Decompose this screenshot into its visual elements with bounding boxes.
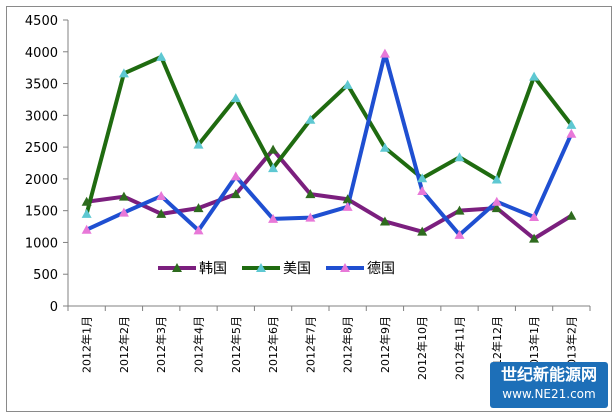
data-point-0-3 [193,203,204,213]
series-line-1 [84,54,573,215]
x-tick-label: 2012年5月 [229,316,243,373]
y-tick-label: 1500 [25,205,58,220]
y-tick-label: 1000 [25,236,58,251]
data-point-2-2 [156,191,167,201]
x-tick-label: 2012年8月 [341,316,355,373]
data-point-1-8 [379,142,390,152]
data-point-1-2 [156,51,167,61]
legend-swatch-marker [256,263,266,272]
x-tick-label: 2012年6月 [266,316,280,373]
data-point-0-4 [230,189,241,199]
series-markers [81,48,577,243]
x-tick-label: 2012年3月 [154,316,168,373]
data-point-2-4 [230,171,241,181]
y-tick-label: 3000 [25,109,58,124]
data-point-2-5 [268,213,279,223]
data-point-1-6 [305,114,316,124]
data-point-1-9 [417,173,428,183]
series-line-0 [86,147,573,241]
data-point-1-3 [193,139,204,149]
x-tick-label: 2012年7月 [303,316,317,373]
legend: 韩国 美国 德国 [158,261,395,277]
y-tick-label: 2000 [25,173,58,188]
data-point-0-2 [156,208,167,218]
data-point-1-1 [118,68,129,78]
data-point-2-7 [342,201,353,211]
data-point-0-5 [268,144,279,154]
data-point-0-11 [491,203,502,213]
y-tick-label: 3500 [25,78,58,93]
chart-axes [63,19,591,311]
y-tick-label: 4500 [25,14,58,29]
x-tick-label: 2012年9月 [378,316,392,373]
data-point-1-13 [566,119,577,129]
data-point-1-5 [268,163,279,173]
data-point-2-1 [118,207,129,217]
x-tick-label: 2012年4月 [192,316,206,373]
data-point-1-4 [230,93,241,103]
y-tick-label: 4000 [25,46,58,61]
data-point-0-12 [529,233,540,243]
data-point-0-7 [342,194,353,204]
data-point-2-0 [81,224,92,234]
data-point-2-8 [379,48,390,58]
watermark-url: www.NE21.com [502,387,596,401]
series-lines [84,51,574,241]
data-point-1-12 [529,71,540,81]
data-point-0-8 [379,216,390,226]
data-point-0-10 [454,205,465,215]
data-point-2-10 [454,229,465,239]
data-point-1-7 [342,79,353,89]
data-point-2-13 [566,128,577,138]
x-tick-label: 2012年11月 [453,316,467,380]
data-point-2-3 [193,225,204,235]
data-point-0-9 [417,226,428,236]
legend-swatch-marker [340,263,350,272]
x-tick-label: 2012年10月 [415,316,429,380]
legend-label: 美国 [283,261,311,277]
data-point-1-10 [454,152,465,162]
data-point-1-0 [81,208,92,218]
legend-label: 韩国 [199,261,227,277]
data-point-0-6 [305,189,316,199]
x-tick-label: 2013年1月 [527,316,541,373]
y-tick-labels: 0 500 1000 1500 2000 2500 3000 3500 4000 4500 [25,14,58,315]
watermark-title: 世纪新能源网 [500,365,597,384]
y-tick-label: 0 [50,300,58,315]
series-line-2 [85,51,574,237]
data-point-0-0 [81,196,92,206]
data-point-2-12 [529,212,540,222]
data-point-2-11 [491,196,502,206]
watermark-logo: 世纪新能源网 www.NE21.com [490,362,608,408]
data-point-0-13 [566,210,577,220]
x-tick-labels: 2012年1月 2012年2月 2012年3月 2012年4月 2012年5月 2012年… [80,316,579,380]
data-point-0-1 [118,191,129,201]
data-point-1-11 [491,174,502,184]
x-tick-label: 2013年2月 [564,316,578,373]
legend-swatch-marker [172,263,182,272]
data-point-2-9 [417,185,428,195]
y-tick-label: 2500 [25,141,58,156]
legend-label: 德国 [367,261,395,277]
y-tick-label: 500 [33,268,58,283]
x-tick-label: 2012年1月 [80,316,94,373]
x-tick-label: 2012年2月 [117,316,131,373]
data-point-2-6 [305,212,316,222]
